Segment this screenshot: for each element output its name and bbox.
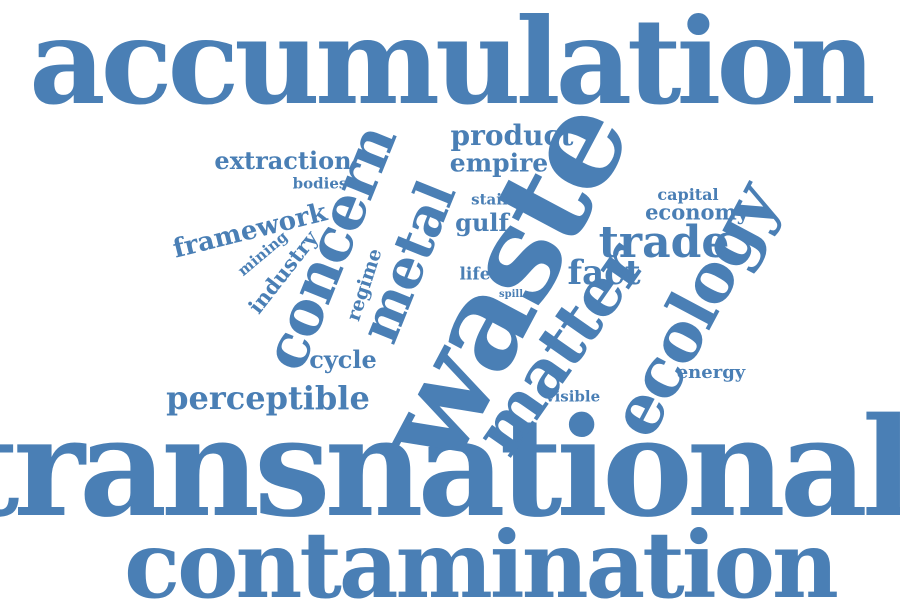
word-stain: stain [471, 190, 513, 209]
word-product: product [450, 119, 574, 152]
word-empire: empire [449, 148, 549, 178]
word-extraction: extraction [214, 146, 352, 175]
word-cycle: cycle [309, 345, 377, 374]
word-bodies: bodies [292, 174, 348, 193]
word-transnational: transnational [0, 388, 900, 548]
word-fact: fact [567, 253, 641, 293]
word-spill: spill [498, 289, 524, 300]
word-trade: trade [598, 217, 730, 268]
word-perceptible: perceptible [166, 379, 370, 417]
word-economy: economy [645, 199, 749, 225]
word-life: life [459, 264, 491, 285]
word-contamination: contamination [124, 511, 839, 602]
word-gulf: gulf [455, 208, 509, 237]
word-visible: visible [545, 387, 601, 406]
word-energy: energy [676, 362, 746, 383]
word-accumulation: accumulation [29, 0, 876, 131]
word-capital: capital [657, 185, 719, 204]
